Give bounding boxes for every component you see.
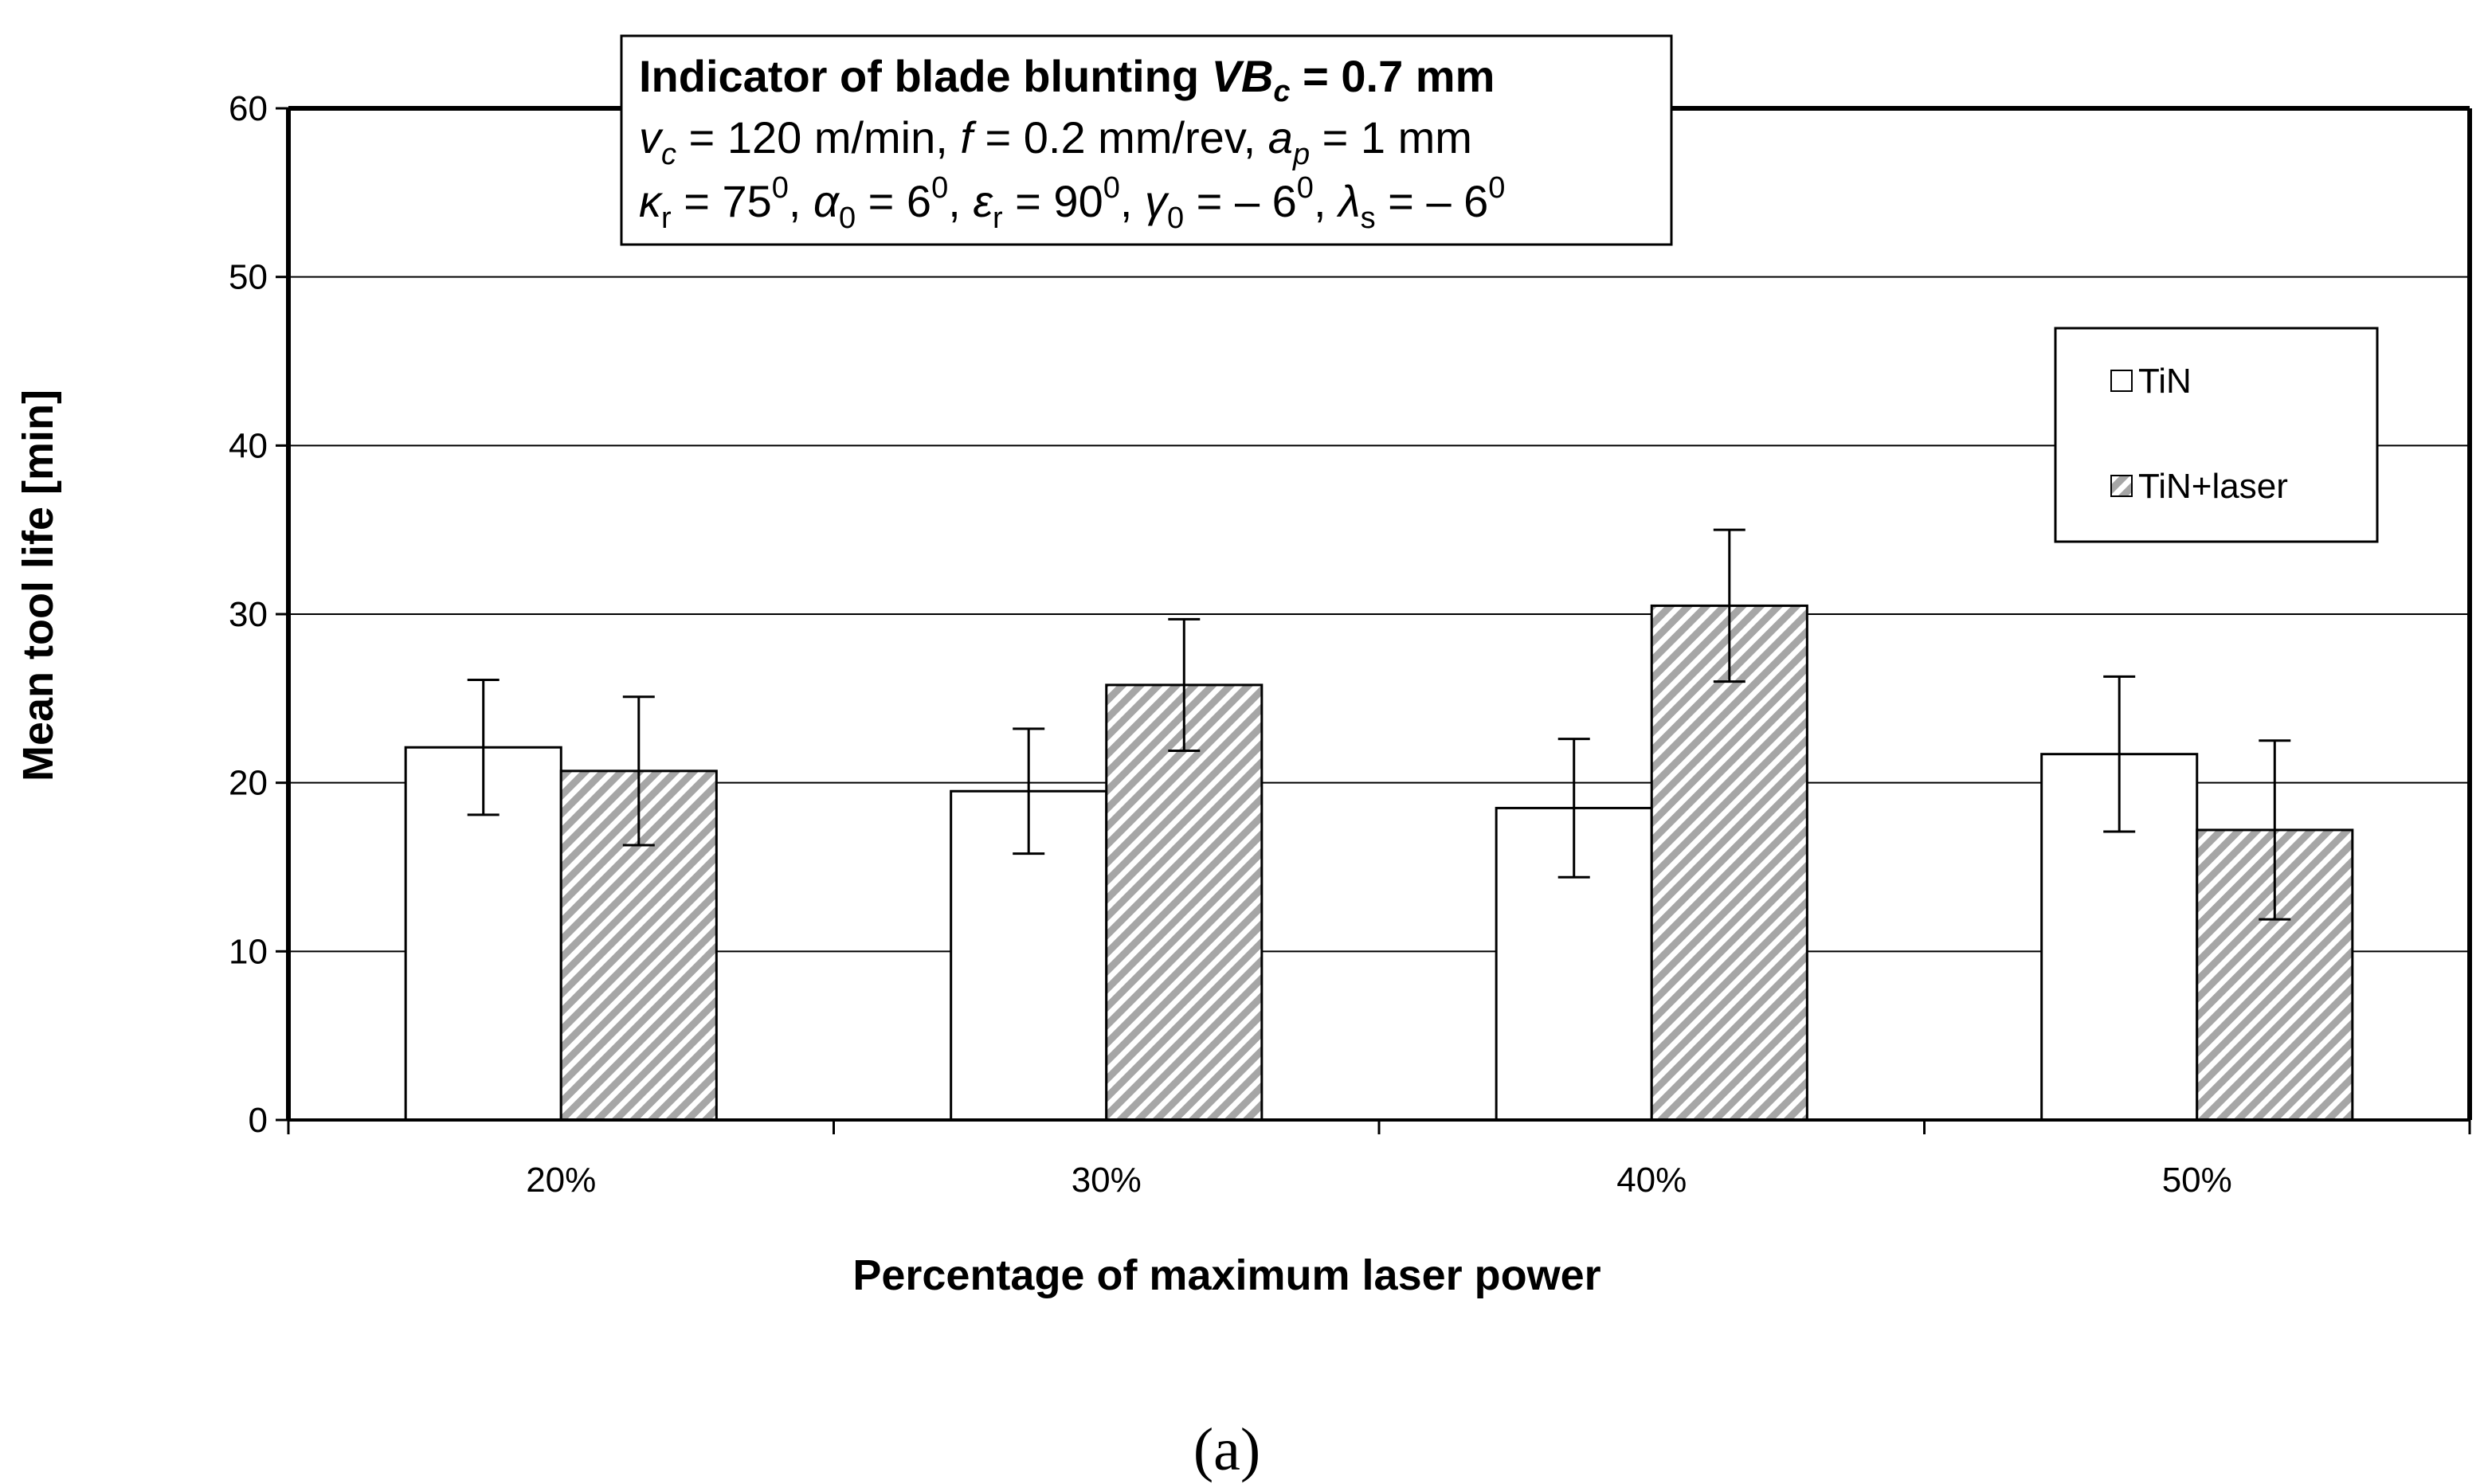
error-bar — [622, 695, 655, 847]
error-bar — [1557, 738, 1590, 879]
x-axis-ticks: 20% 30% 40% 50% — [287, 1120, 2471, 1200]
error-bar — [2259, 739, 2291, 921]
error-bars — [467, 528, 2291, 921]
legend: TiN TiN+laser — [2054, 327, 2379, 543]
error-bar — [467, 679, 500, 816]
error-bar — [1713, 528, 1745, 683]
x-tick-label: 50% — [2162, 1161, 2232, 1200]
error-bar — [1168, 617, 1201, 752]
bar-tin-laser — [1105, 683, 1264, 1122]
conditions-title: Indicator of blade blunting VBc = 0.7 mm — [639, 51, 1495, 108]
y-tick-label: 40 — [229, 426, 268, 465]
legend-label-tin-laser: TiN+laser — [2138, 467, 2288, 506]
y-tick-label: 20 — [229, 764, 268, 803]
y-tick-label: 30 — [229, 595, 268, 634]
figure-caption: (a) — [1193, 1416, 1260, 1483]
x-tick-label: 40% — [1616, 1161, 1687, 1200]
legend-label-tin: TiN — [2138, 362, 2192, 401]
conditions-line-angles: κr = 750, α0 = 60, εr = 900, γ0 = – 60, … — [639, 171, 1505, 235]
bar-tin-laser — [1650, 604, 1808, 1122]
y-tick-label: 0 — [249, 1101, 268, 1140]
conditions-box: Indicator of blade blunting VBc = 0.7 mm… — [620, 34, 1673, 246]
legend-swatch-tin — [2110, 370, 2133, 392]
bars — [404, 604, 2354, 1122]
legend-swatch-tin-laser — [2110, 475, 2133, 497]
y-axis-ticks: 0 10 20 30 40 50 60 — [229, 89, 288, 1140]
error-bar — [1013, 727, 1045, 856]
x-axis-title: Percentage of maximum laser power — [852, 1251, 1600, 1299]
x-tick-label: 30% — [1072, 1161, 1142, 1200]
y-tick-label: 10 — [229, 932, 268, 971]
y-axis-title: Mean tool life [min] — [14, 390, 62, 781]
conditions-line-cutting: vc = 120 m/min, f = 0.2 mm/rev, ap = 1 m… — [639, 112, 1472, 171]
y-tick-label: 60 — [229, 89, 268, 128]
x-tick-label: 20% — [526, 1161, 596, 1200]
legend-box — [2054, 327, 2379, 543]
error-bar — [2103, 675, 2136, 833]
y-tick-label: 50 — [229, 258, 268, 297]
